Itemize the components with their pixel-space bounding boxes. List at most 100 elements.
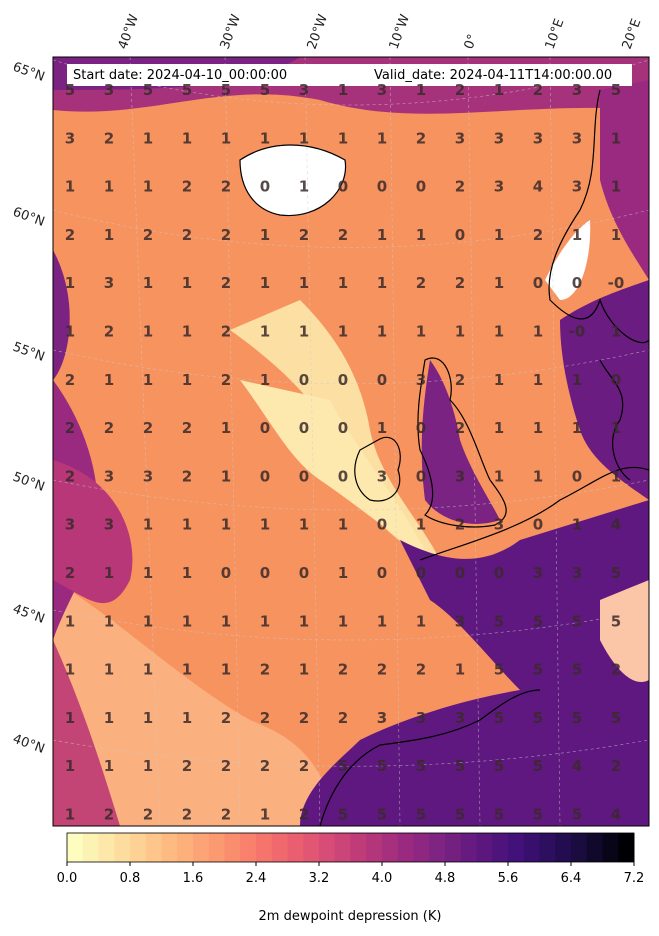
grid-value: 1 xyxy=(533,371,543,389)
lat-label: 60°N xyxy=(11,205,47,230)
grid-value: 0 xyxy=(416,178,426,196)
grid-value: 0 xyxy=(299,467,309,485)
colorbar-segment xyxy=(366,833,383,862)
grid-value: 1 xyxy=(611,178,621,196)
grid-value: 3 xyxy=(416,709,426,727)
grid-value: 3 xyxy=(455,129,465,147)
grid-value: 1 xyxy=(260,612,270,630)
grid-value: 0 xyxy=(611,371,621,389)
grid-value: 2 xyxy=(182,806,192,824)
grid-value: 3 xyxy=(572,129,582,147)
grid-value: 3 xyxy=(143,467,153,485)
grid-value: 1 xyxy=(494,419,504,437)
grid-value: 3 xyxy=(377,467,387,485)
grid-value: 1 xyxy=(416,612,426,630)
grid-value: 1 xyxy=(221,661,231,679)
colorbar-segment xyxy=(161,833,178,862)
colorbar-tick-label: 6.4 xyxy=(561,871,582,886)
grid-value: 1 xyxy=(182,323,192,341)
grid-value: 1 xyxy=(533,419,543,437)
grid-value: 3 xyxy=(572,178,582,196)
colorbar-segment xyxy=(586,833,603,862)
colorbar-segment xyxy=(334,833,351,862)
colorbar-tick-label: 0.0 xyxy=(57,871,78,886)
grid-value: 1 xyxy=(260,516,270,534)
colorbar-segment xyxy=(460,833,477,862)
grid-value: 0 xyxy=(416,564,426,582)
grid-value: 3 xyxy=(533,564,543,582)
grid-value: 1 xyxy=(533,467,543,485)
grid-value: 2 xyxy=(221,226,231,244)
grid-value: 5 xyxy=(260,81,270,99)
grid-value: 2 xyxy=(182,467,192,485)
lon-label: 30°W xyxy=(218,12,244,51)
valid-date-label: Valid_date: 2024-04-11T14:00:00.00 xyxy=(374,68,612,83)
lon-label: 20°E xyxy=(620,17,645,52)
colorbar-tick-label: 4.0 xyxy=(372,871,393,886)
grid-value: 1 xyxy=(338,612,348,630)
grid-value: 1 xyxy=(143,709,153,727)
grid-value: 2 xyxy=(611,757,621,775)
grid-value: 0 xyxy=(299,564,309,582)
grid-value: 1 xyxy=(338,129,348,147)
colorbar-segment xyxy=(445,833,462,862)
grid-value: 5 xyxy=(533,709,543,727)
grid-value: 1 xyxy=(143,178,153,196)
grid-value: 2 xyxy=(299,757,309,775)
colorbar-segment xyxy=(303,833,320,862)
grid-value: 1 xyxy=(455,661,465,679)
grid-value: 5 xyxy=(455,806,465,824)
colorbar-tick-label: 4.8 xyxy=(435,871,456,886)
grid-value: 2 xyxy=(221,757,231,775)
grid-value-labels: 5 3 5 5 5 5 3 1 3 1 2 1 2 3 5 3 2 1 1 1 1 1 1 1 2 3 3 3 3 1 1 1 1 2 2 0 1 0 0 0… xyxy=(65,81,625,824)
grid-value: 3 xyxy=(494,516,504,534)
grid-value: 2 xyxy=(416,274,426,292)
colorbar-segment xyxy=(523,833,540,862)
grid-value: 1 xyxy=(143,323,153,341)
grid-value: 1 xyxy=(221,612,231,630)
grid-value: 1 xyxy=(416,81,426,99)
grid-value: 5 xyxy=(65,81,75,99)
grid-value: 3 xyxy=(416,371,426,389)
grid-value: 2 xyxy=(104,323,114,341)
lat-label: 40°N xyxy=(11,732,47,757)
grid-value: 5 xyxy=(572,709,582,727)
grid-value: 2 xyxy=(338,661,348,679)
grid-value: 4 xyxy=(533,178,543,196)
grid-value: 0 xyxy=(260,178,270,196)
grid-value: 3 xyxy=(572,564,582,582)
grid-value: 1 xyxy=(221,129,231,147)
grid-value: 1 xyxy=(533,323,543,341)
grid-value: 1 xyxy=(338,516,348,534)
grid-value: 1 xyxy=(572,516,582,534)
grid-value: 1 xyxy=(221,419,231,437)
grid-value: 1 xyxy=(260,226,270,244)
grid-value: 1 xyxy=(104,564,114,582)
grid-value: 2 xyxy=(338,226,348,244)
grid-value: 1 xyxy=(143,129,153,147)
grid-value: 2 xyxy=(533,226,543,244)
grid-value: 1 xyxy=(611,467,621,485)
grid-value: 5 xyxy=(455,757,465,775)
grid-value: 0 xyxy=(377,564,387,582)
grid-value: 2 xyxy=(299,806,309,824)
grid-value: 2 xyxy=(65,371,75,389)
grid-value: 2 xyxy=(182,178,192,196)
grid-value: 1 xyxy=(104,709,114,727)
grid-value: 1 xyxy=(299,274,309,292)
grid-value: 1 xyxy=(65,323,75,341)
grid-value: 3 xyxy=(455,612,465,630)
grid-value: 2 xyxy=(104,806,114,824)
grid-value: 1 xyxy=(260,323,270,341)
colorbar-segment xyxy=(492,833,509,862)
colorbar-segment xyxy=(382,833,399,862)
grid-value: 5 xyxy=(494,612,504,630)
grid-value: 2 xyxy=(65,467,75,485)
grid-value: 1 xyxy=(65,709,75,727)
grid-value: 1 xyxy=(338,323,348,341)
grid-value: 1 xyxy=(260,806,270,824)
grid-value: 3 xyxy=(104,81,114,99)
grid-value: 1 xyxy=(182,661,192,679)
colorbar-tick-label: 7.2 xyxy=(624,871,645,886)
grid-value: 1 xyxy=(611,323,621,341)
